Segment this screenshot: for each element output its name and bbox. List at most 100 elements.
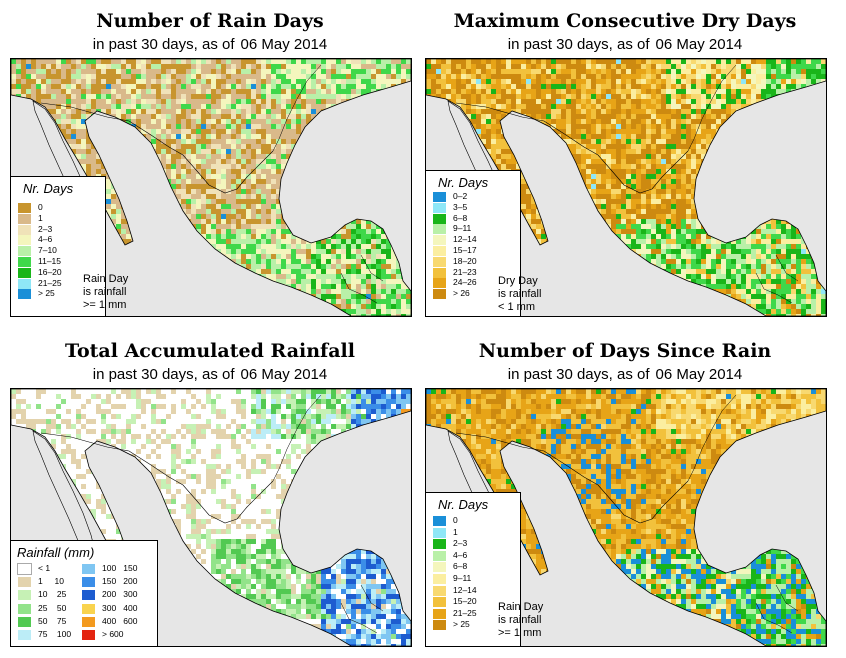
legend-swatch [433, 539, 446, 550]
subtitle-prefix: in past 30 days, as of [92, 366, 235, 383]
legend-label: 100 150 [102, 563, 138, 573]
legend-title: Rainfall (mm) [17, 545, 95, 560]
legend-swatch [433, 527, 446, 538]
legend-title: Nr. Days [23, 181, 74, 196]
legend-label: 3–5 [453, 201, 468, 212]
panel-title: Maximum Consecutive Dry Days [453, 10, 797, 32]
legend-label: 1 [453, 526, 458, 537]
panel-title: Total Accumulated Rainfall [65, 340, 355, 362]
legend-swatch [433, 597, 446, 608]
legend-label: 50 75 [38, 615, 67, 626]
legend-swatch [18, 289, 31, 300]
legend-label: 200 300 [102, 589, 138, 600]
legend-swatch [433, 213, 446, 224]
legend-swatch [18, 213, 31, 224]
legend-note-1: Rain Day [83, 273, 129, 285]
legend-label: 16–20 [38, 266, 62, 277]
legend-swatch [18, 235, 31, 246]
legend-swatch [18, 267, 31, 278]
legend-label: 24–26 [453, 277, 477, 288]
panel-dry-days: Maximum Consecutive Dry Days in past 30 … [423, 0, 827, 320]
subtitle-prefix: in past 30 days, as of [92, 36, 235, 53]
legend-swatch [433, 585, 446, 596]
legend-swatch [433, 246, 446, 256]
legend-note-1: Dry Day [498, 275, 538, 287]
map-legend: Nr. Days 0–2 3–5 6–8 9–11 12–14 15–17 18–20 21–… [425, 170, 541, 317]
legend-swatch [82, 603, 95, 614]
legend-swatch [18, 257, 31, 267]
legend-label: > 26 [453, 288, 470, 299]
legend-label: 18–20 [453, 255, 477, 266]
legend-swatch [82, 577, 95, 588]
legend-note-2: is rainfall [498, 614, 542, 626]
legend-label: 6–8 [453, 212, 468, 223]
legend-swatch [18, 203, 31, 213]
subtitle-date: 06 May 2014 [240, 36, 328, 53]
legend-label: 15–17 [453, 245, 477, 255]
legend-label: 9–11 [453, 223, 472, 234]
legend-swatch [433, 574, 446, 584]
legend-swatch [433, 562, 446, 573]
panel-days-since-rain: Number of Days Since Rain in past 30 day… [423, 330, 827, 650]
panel-title: Number of Days Since Rain [478, 340, 772, 362]
legend-swatch [18, 246, 31, 257]
legend-swatch [82, 564, 95, 574]
legend-label: 21–25 [453, 607, 477, 618]
legend-swatch [18, 630, 31, 640]
legend-swatch [82, 590, 95, 601]
legend-swatch [18, 590, 31, 601]
legend-swatch [433, 267, 446, 278]
legend-label: 1 10 [38, 576, 64, 587]
legend-swatch [18, 278, 31, 289]
legend-label: 0–2 [453, 191, 468, 201]
panel-total-rainfall: Total Accumulated Rainfall in past 30 da… [8, 330, 412, 650]
legend-label: 4–6 [38, 234, 53, 245]
legend-label: 15–20 [453, 596, 477, 607]
subtitle-date: 06 May 2014 [655, 36, 743, 53]
legend-note-2: is rainfall [498, 288, 542, 300]
legend-swatch [433, 235, 446, 246]
legend-swatch [433, 620, 446, 631]
legend-swatch [433, 608, 446, 619]
subtitle-date: 06 May 2014 [240, 366, 328, 383]
legend-label: 2–3 [38, 223, 53, 234]
legend-label: 75 100 [38, 629, 72, 639]
legend-swatch [17, 563, 32, 575]
legend-swatch [18, 224, 31, 235]
legend-label: 300 400 [102, 602, 138, 613]
subtitle-prefix: in past 30 days, as of [507, 36, 650, 53]
legend-swatch [18, 577, 31, 588]
subtitle-prefix: in past 30 days, as of [507, 366, 650, 383]
panel-subtitle: in past 30 days, as of 06 May 2014 [8, 366, 412, 384]
legend-swatch [433, 224, 446, 235]
legend-label: 25 50 [38, 602, 67, 613]
legend-label: 2–3 [453, 538, 468, 549]
legend-note-2: is rainfall [83, 286, 127, 298]
panel-rain-days: Number of Rain Days in past 30 days, as … [8, 0, 412, 320]
legend-swatch [433, 289, 446, 300]
map-legend: Nr. Days 0 1 2–3 4–6 7–10 11–15 16–20 21–25 > 25… [10, 176, 128, 317]
legend-swatch [433, 192, 446, 202]
panel-subtitle: in past 30 days, as of 06 May 2014 [8, 36, 412, 54]
legend-label: < 1 [38, 563, 51, 573]
legend-swatch [433, 256, 446, 267]
legend-swatch [18, 603, 31, 614]
panel-title: Number of Rain Days [96, 10, 324, 32]
legend-label: 11–15 [38, 256, 62, 266]
map-legend: Rainfall (mm) < 1 1 10 10 25 25 50 50 75 75 1… [10, 540, 158, 647]
legend-note-3: < 1 mm [498, 301, 535, 313]
legend-swatch [82, 616, 95, 627]
legend-label: > 25 [38, 288, 55, 299]
legend-title: Nr. Days [438, 175, 489, 190]
map-legend: Nr. Days 0 1 2–3 4–6 6–8 9–11 12–14 15–20 21–25 >… [425, 492, 543, 647]
legend-label: 12–14 [453, 584, 477, 595]
legend-label: > 600 [102, 629, 124, 639]
legend-label: 12–14 [453, 234, 477, 245]
legend-label: 21–23 [453, 266, 477, 277]
legend-label: 21–25 [38, 277, 62, 288]
legend-swatch [433, 202, 446, 213]
legend-swatch [18, 616, 31, 627]
legend-swatch [82, 630, 95, 640]
subtitle-date: 06 May 2014 [655, 366, 743, 383]
legend-swatch [433, 550, 446, 561]
